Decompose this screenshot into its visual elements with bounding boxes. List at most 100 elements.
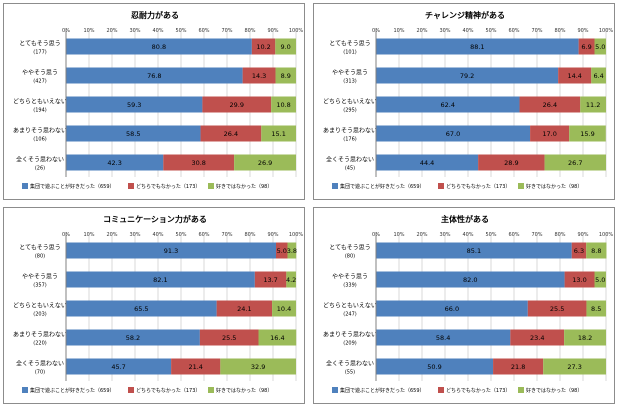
data-label: 16.4: [270, 334, 284, 342]
bar-segment: [543, 358, 606, 375]
category-label: どちらともいえない: [323, 98, 377, 106]
chart-4-svg: 0%10%20%30%40%50%60%70%80%90%100%主体性があると…: [323, 214, 613, 394]
legend-swatch: [22, 387, 28, 393]
bar-segment: [66, 38, 252, 55]
data-label: 66.0: [445, 305, 459, 313]
data-label: 82.1: [153, 276, 167, 284]
legend-swatch: [332, 183, 338, 189]
bar-segment: [286, 271, 296, 288]
x-tick-label: 90%: [577, 232, 588, 238]
x-tick-label: 80%: [244, 28, 255, 34]
bar-segment: [544, 154, 606, 171]
x-tick-label: 80%: [244, 232, 255, 238]
category-label: あまりそう思わない: [13, 332, 67, 339]
bar-segment: [220, 358, 296, 375]
chart-title: チャレンジ精神がある: [425, 10, 505, 20]
category-label: 全くそう思わない: [326, 360, 374, 368]
x-tick-label: 80%: [554, 28, 565, 34]
legend-label: どちらでもなかった（173）: [446, 387, 510, 394]
x-tick-label: 40%: [462, 28, 473, 34]
chart-panel-2: 0%10%20%30%40%50%60%70%80%90%100%チャレンジ精神…: [313, 3, 615, 200]
x-tick-label: 50%: [485, 232, 496, 238]
x-tick-label: 30%: [439, 232, 450, 238]
x-tick-label: 50%: [175, 28, 186, 34]
legend-swatch: [128, 183, 134, 189]
data-label: 5.0: [277, 247, 287, 255]
x-tick-label: 10%: [393, 232, 404, 238]
data-label: 15.9: [580, 130, 594, 138]
data-label: 13.7: [263, 276, 277, 284]
data-label: 26.4: [543, 101, 557, 109]
bar-segment: [202, 96, 272, 113]
data-label: 58.5: [126, 130, 140, 138]
data-label: 42.3: [107, 159, 121, 167]
data-label: 26.4: [224, 130, 238, 138]
x-tick-label: 20%: [416, 28, 427, 34]
bar-segment: [287, 242, 297, 259]
bar-segment: [66, 300, 217, 317]
category-count: (177): [33, 50, 46, 56]
bar-segment: [376, 300, 528, 317]
x-tick-label: 100%: [289, 28, 304, 34]
bar-segment: [569, 125, 606, 142]
x-tick-label: 50%: [175, 232, 186, 238]
x-tick-label: 20%: [106, 232, 117, 238]
x-tick-label: 70%: [531, 28, 542, 34]
data-label: 82.0: [463, 276, 477, 284]
x-tick-label: 10%: [83, 232, 94, 238]
data-label: 4.2: [286, 276, 296, 284]
category-count: (55): [345, 370, 355, 376]
bar-segment: [66, 329, 200, 346]
data-label: 10.8: [276, 101, 290, 109]
bar-segment: [275, 38, 296, 55]
data-label: 30.8: [191, 159, 205, 167]
category-label: 全くそう思わない: [16, 156, 64, 164]
category-label: 全くそう思わない: [326, 156, 374, 164]
data-label: 11.2: [586, 101, 600, 109]
data-label: 29.9: [230, 101, 244, 109]
legend-swatch: [438, 183, 444, 189]
legend-swatch: [438, 387, 444, 393]
legend-label: 好きではなかった（98）: [526, 387, 582, 394]
bar-segment: [66, 96, 203, 113]
category-count: (427): [33, 79, 46, 85]
category-count: (106): [33, 137, 46, 143]
data-label: 14.4: [567, 72, 581, 80]
category-count: (194): [33, 108, 46, 114]
bar-segment: [251, 38, 276, 55]
x-tick-label: 60%: [508, 28, 519, 34]
category-label: どちらともいえない: [13, 302, 67, 310]
bar-segment: [564, 329, 606, 346]
bar-segment: [376, 271, 565, 288]
legend-label: 集団で遊ぶことが好きだった（659）: [340, 387, 425, 394]
bar-segment: [376, 125, 531, 142]
legend-label: 集団で遊ぶことが好きだった（659）: [30, 387, 115, 394]
bar-segment: [519, 96, 581, 113]
bar-segment: [234, 154, 296, 171]
bar-segment: [254, 271, 287, 288]
x-tick-label: 40%: [462, 232, 473, 238]
bar-segment: [272, 300, 296, 317]
data-label: 23.4: [530, 334, 544, 342]
chart-title: コミュニケーション力がある: [103, 214, 207, 224]
bar-segment: [571, 242, 587, 259]
data-label: 15.1: [271, 130, 285, 138]
category-label: あまりそう思わない: [323, 332, 377, 339]
bar-segment: [258, 329, 297, 346]
chart-panel-4: 0%10%20%30%40%50%60%70%80%90%100%主体性があると…: [313, 207, 615, 404]
bar-segment: [163, 154, 235, 171]
chart-title: 主体性がある: [441, 214, 489, 224]
bar-segment: [66, 154, 164, 171]
data-label: 27.3: [567, 363, 581, 371]
bar-segment: [564, 271, 595, 288]
data-label: 10.4: [277, 305, 291, 313]
legend-label: どちらでもなかった（173）: [446, 183, 510, 190]
x-tick-label: 30%: [129, 232, 140, 238]
category-label: ややそう思う: [22, 69, 58, 77]
data-label: 25.5: [222, 334, 236, 342]
x-tick-label: 50%: [485, 28, 496, 34]
data-label: 58.4: [436, 334, 450, 342]
bar-segment: [530, 125, 570, 142]
data-label: 8.9: [281, 72, 291, 80]
data-label: 8.5: [591, 305, 601, 313]
